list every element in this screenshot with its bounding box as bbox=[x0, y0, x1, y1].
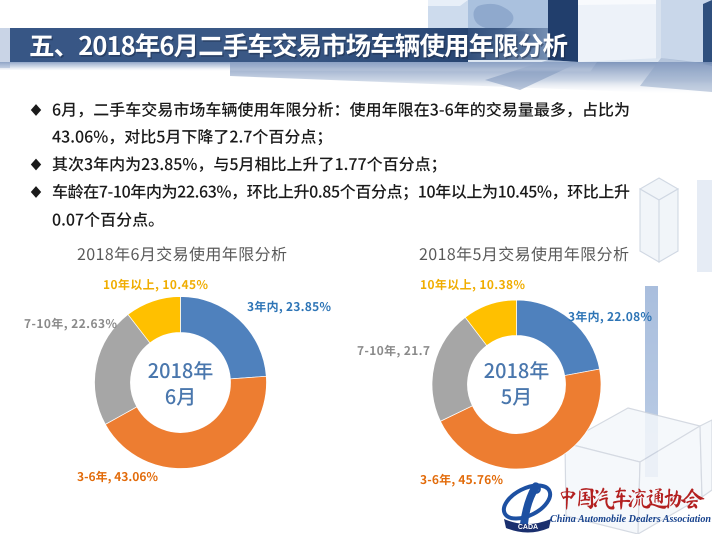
svg-text:CADA: CADA bbox=[518, 524, 538, 531]
svg-text:China Automobile Dealers Assoc: China Automobile Dealers Association bbox=[550, 514, 711, 525]
